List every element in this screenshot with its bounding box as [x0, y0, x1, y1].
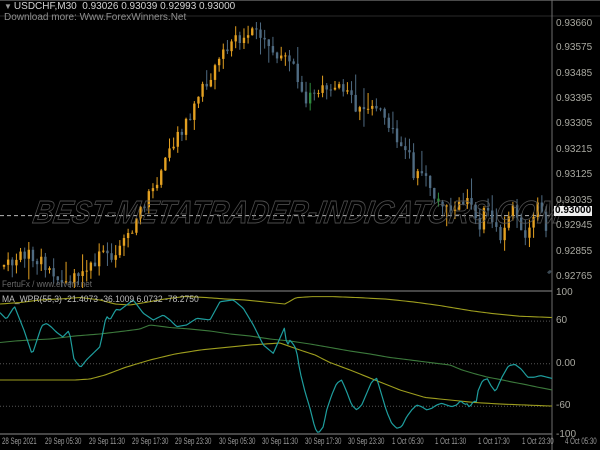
svg-text:BEST-METATRADER-INDICATORS.COM: BEST-METATRADER-INDICATORS.COM — [31, 200, 566, 230]
